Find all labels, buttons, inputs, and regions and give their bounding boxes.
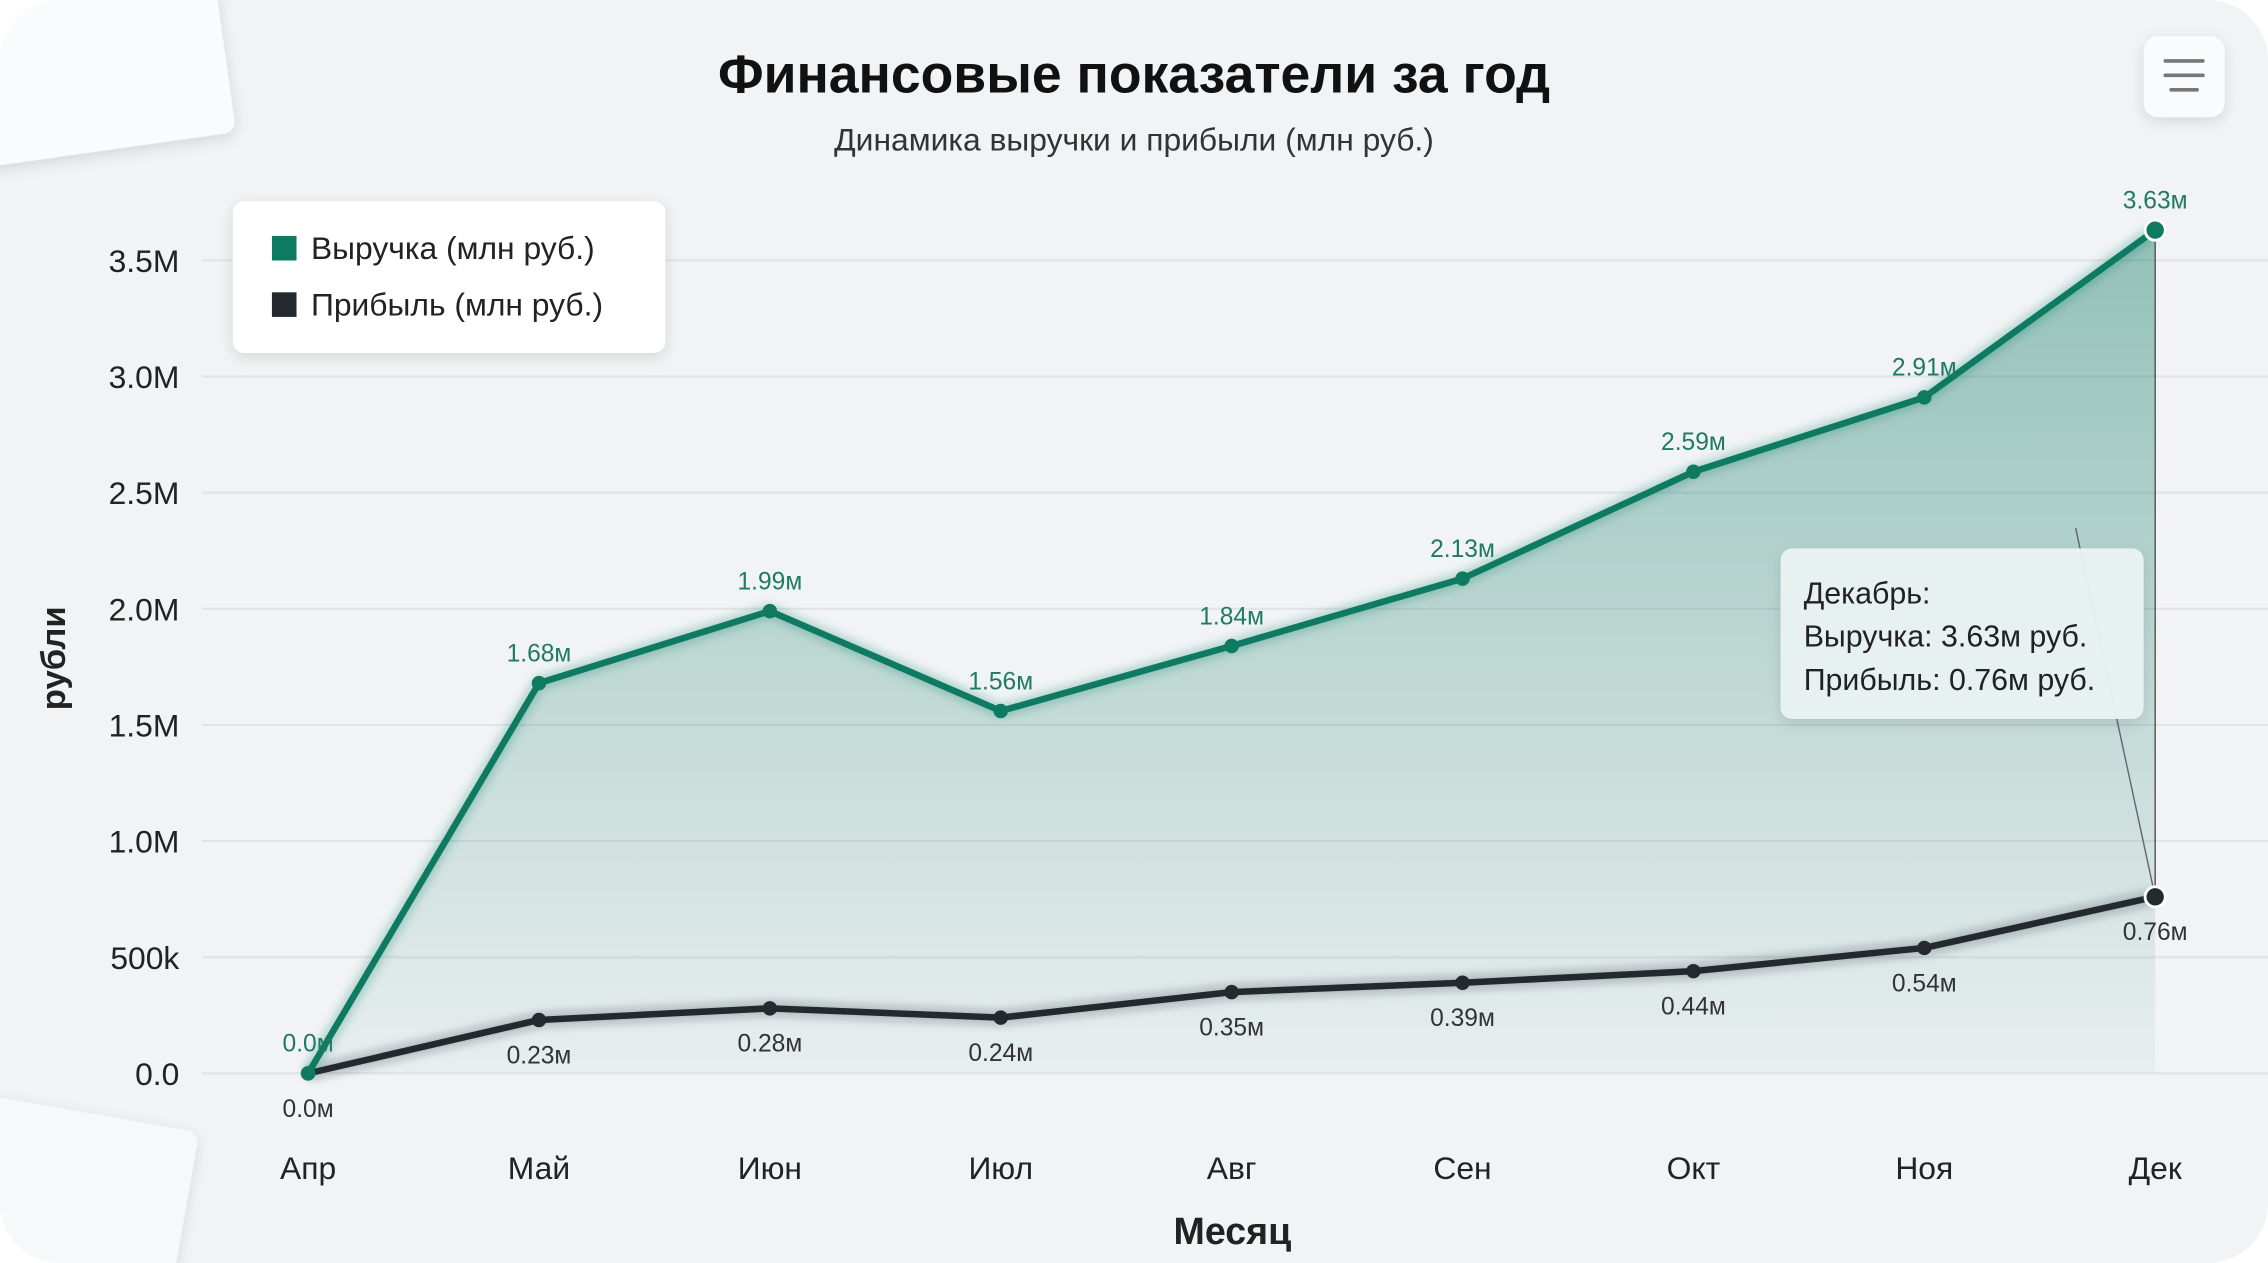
revenue-data-label: 3.63м: [2123, 187, 2188, 214]
profit-point[interactable]: [531, 1012, 547, 1028]
y-tick-label: 3.5M: [109, 243, 180, 279]
x-tick-label: Авг: [1207, 1150, 1257, 1186]
tooltip-revenue: Выручка: 3.63м руб.: [1804, 621, 2088, 654]
profit-data-label: 0.44м: [1661, 994, 1726, 1021]
y-tick-label: 0.0: [135, 1056, 179, 1092]
x-tick-label: Сен: [1433, 1150, 1491, 1186]
tooltip: Декабрь: Выручка: 3.63м руб. Прибыль: 0.…: [1780, 548, 2144, 720]
decorative-paper: [0, 0, 235, 1263]
profit-data-label: 0.0м: [283, 1096, 334, 1123]
profit-point[interactable]: [1917, 940, 1932, 956]
tooltip-title: Декабрь:: [1804, 577, 1931, 610]
legend-item-profit[interactable]: Прибыль (млн руб.): [271, 286, 603, 322]
profit-point[interactable]: [2143, 885, 2167, 909]
revenue-data-label: 0.0м: [283, 1031, 334, 1058]
revenue-data-label: 1.56м: [968, 668, 1033, 695]
profit-data-label: 0.24м: [968, 1040, 1033, 1067]
tooltip-profit: Прибыль: 0.76м руб.: [1804, 664, 2096, 697]
y-tick-label: 2.0M: [109, 591, 180, 627]
profit-data-label: 0.39м: [1430, 1005, 1495, 1032]
x-axis: Апр Май Июн Июл Авг Сен Окт Ноя Дек: [280, 1150, 2183, 1186]
profit-data-label: 0.23м: [507, 1042, 572, 1069]
revenue-point[interactable]: [531, 675, 547, 691]
y-tick-label: 3.0M: [109, 359, 180, 395]
x-tick-label: Май: [508, 1150, 570, 1186]
chart-title: Финансовые показатели за год: [718, 46, 1550, 105]
revenue-point[interactable]: [1224, 638, 1239, 654]
chart-subtitle: Динамика выручки и прибыли (млн руб.): [834, 122, 1434, 158]
profit-point[interactable]: [1455, 975, 1470, 991]
x-tick-label: Апр: [280, 1150, 336, 1186]
revenue-data-label: 1.99м: [737, 568, 802, 595]
legend-swatch: [271, 235, 297, 261]
x-tick-label: Июл: [968, 1150, 1033, 1186]
hamburger-menu-icon: [2163, 59, 2205, 92]
revenue-point[interactable]: [1917, 390, 1932, 405]
x-tick-label: Окт: [1667, 1150, 1721, 1186]
legend-label: Прибыль (млн руб.): [311, 286, 603, 322]
profit-data-label: 0.28м: [737, 1031, 802, 1058]
y-axis-title: рубли: [35, 606, 73, 710]
legend: Выручка (млн руб.) Прибыль (млн руб.): [232, 201, 666, 354]
revenue-point[interactable]: [300, 1066, 316, 1081]
profit-point[interactable]: [762, 1001, 778, 1016]
y-tick-label: 1.0M: [109, 824, 180, 860]
revenue-point[interactable]: [993, 703, 1008, 719]
y-tick-label: 1.5M: [109, 708, 180, 744]
y-axis: 0.0 500k 1.0M 1.5M 2.0M 2.5M 3.0M 3.5M: [109, 243, 180, 1092]
revenue-data-label: 2.91м: [1892, 355, 1957, 382]
profit-data-label: 0.76м: [2123, 919, 2188, 946]
revenue-point[interactable]: [1686, 464, 1701, 479]
profit-point[interactable]: [1686, 963, 1701, 979]
revenue-data-label: 1.68м: [507, 640, 572, 667]
revenue-data-label: 2.59м: [1661, 429, 1726, 456]
revenue-point[interactable]: [762, 603, 778, 619]
revenue-point[interactable]: [1455, 571, 1470, 586]
x-tick-label: Ноя: [1895, 1150, 1953, 1186]
revenue-data-label: 2.13м: [1430, 536, 1495, 563]
x-tick-label: Июн: [738, 1150, 802, 1186]
legend-item-revenue[interactable]: Выручка (млн руб.): [271, 230, 595, 266]
legend-label: Выручка (млн руб.): [311, 230, 595, 266]
profit-point[interactable]: [1224, 984, 1239, 1000]
profit-point[interactable]: [993, 1010, 1008, 1025]
x-tick-label: Дек: [2129, 1150, 2183, 1186]
y-tick-label: 500k: [110, 940, 179, 976]
revenue-point[interactable]: [2143, 218, 2167, 242]
y-tick-label: 2.5M: [109, 475, 180, 511]
profit-data-label: 0.35м: [1199, 1014, 1264, 1041]
revenue-data-label: 1.84м: [1199, 603, 1264, 630]
chart-menu-button[interactable]: [2143, 36, 2225, 118]
x-axis-title: Месяц: [1174, 1210, 1292, 1252]
profit-data-label: 0.54м: [1892, 970, 1957, 997]
legend-swatch: [271, 292, 297, 317]
